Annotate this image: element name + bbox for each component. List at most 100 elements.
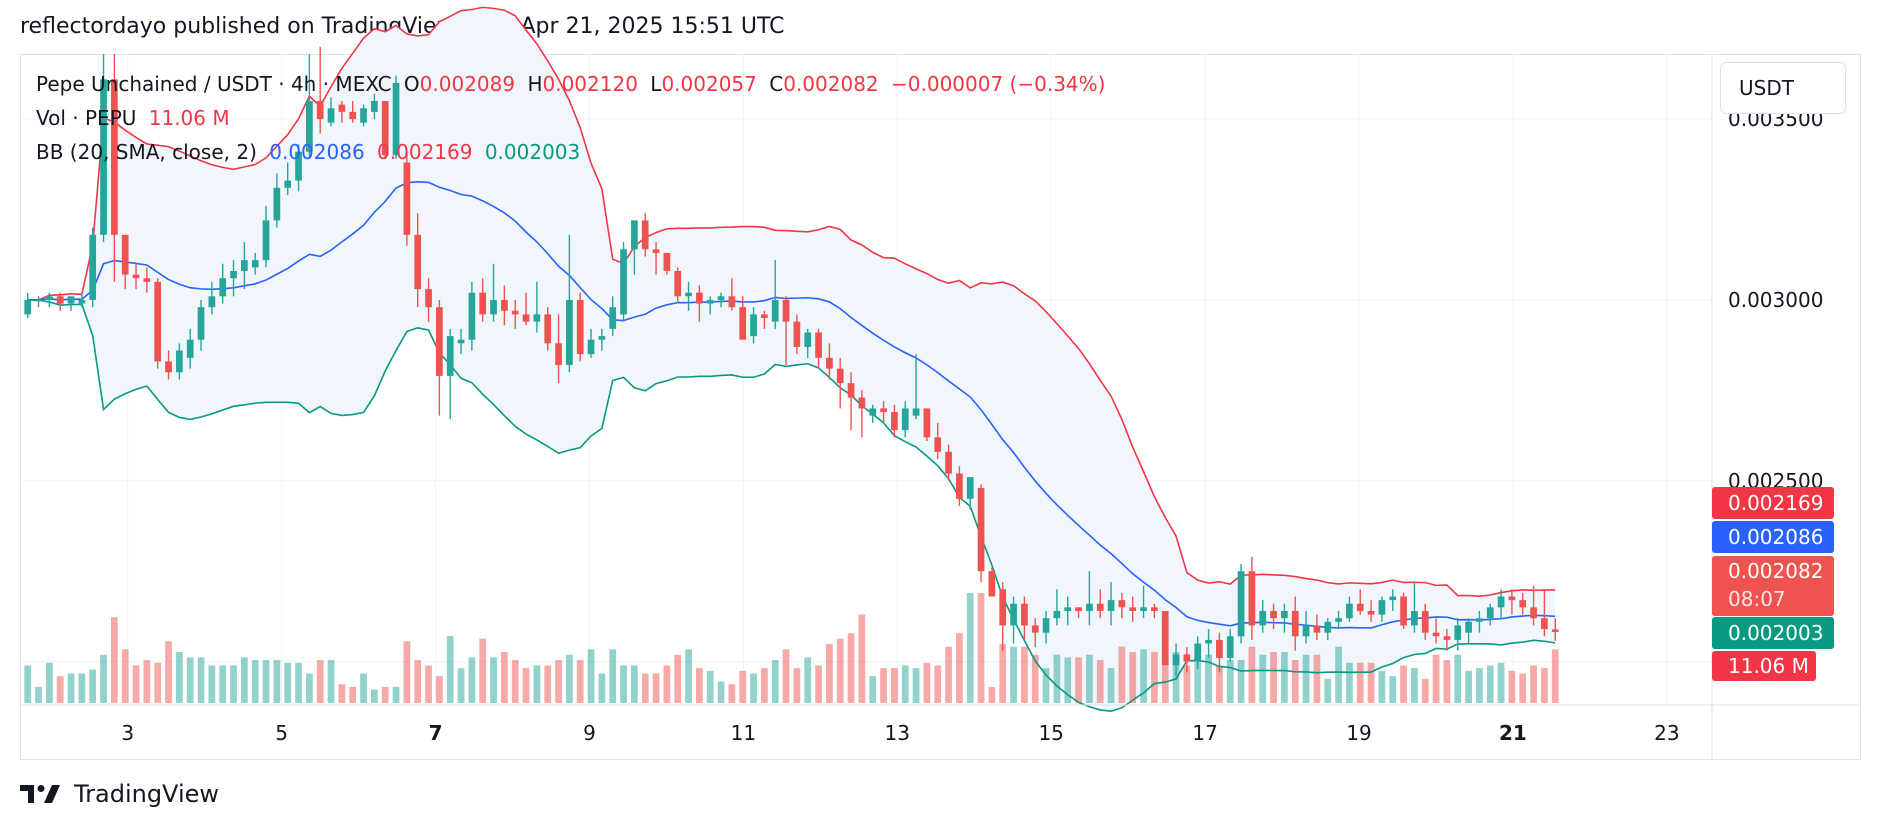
volume-bar (1053, 654, 1061, 703)
candle-body (1389, 596, 1397, 601)
candle-body (544, 314, 552, 344)
candle-body (1021, 603, 1028, 626)
candle-body (977, 488, 985, 572)
candle-body (1259, 610, 1267, 626)
bb-lower-value: 0.002003 (484, 140, 581, 164)
volume-bar (1064, 657, 1072, 703)
candle-body (674, 271, 682, 297)
volume-bar (533, 665, 541, 703)
volume-bar (327, 660, 335, 703)
volume-bar (652, 673, 660, 703)
volume-bar (685, 649, 692, 703)
volume-bar (631, 665, 638, 703)
candle-body (771, 299, 779, 322)
open-key: O (403, 72, 420, 96)
volume-bar (1248, 646, 1256, 703)
volume-bar (544, 665, 552, 703)
candle-body (609, 307, 617, 329)
volume-bar (1205, 654, 1212, 703)
high-key: H (527, 72, 543, 96)
legend-volume-row: Vol · PEPU 11.06 M (36, 106, 236, 130)
volume-bar (100, 654, 107, 703)
candle-body (35, 299, 42, 302)
time-tick-label: 21 (1499, 721, 1527, 745)
currency-button[interactable]: USDT (1720, 62, 1846, 114)
candle-body (89, 234, 97, 300)
symbol-title[interactable]: Pepe Unchained / USDT · 4h · MEXC (36, 72, 392, 96)
volume-bar (436, 676, 443, 703)
bb-label[interactable]: BB (20, SMA, close, 2) (36, 140, 257, 164)
volume-bar (1551, 649, 1559, 703)
candle-body (457, 339, 465, 344)
volume-bar (349, 686, 357, 703)
candle-body (826, 357, 833, 369)
candle-body (1151, 607, 1158, 611)
candle-body (1367, 610, 1375, 615)
candle-body (901, 408, 909, 431)
candle-body (1497, 596, 1505, 608)
candle-body (295, 151, 302, 181)
candle-body (934, 437, 942, 452)
volume-bar (1010, 646, 1017, 703)
legend-bb-row: BB (20, SMA, close, 2) 0.002086 0.002169… (36, 140, 586, 164)
volume-bar (761, 668, 768, 703)
volume-bar (89, 669, 97, 703)
candle-body (208, 296, 216, 308)
volume-bar (1216, 665, 1223, 703)
candle-body (327, 108, 335, 123)
candle-body (1216, 639, 1223, 658)
volume-bar (804, 657, 812, 703)
candle-body (1053, 610, 1061, 619)
volume-bar (847, 633, 855, 703)
volume-bar (674, 654, 682, 703)
volume-value: 11.06 M (148, 106, 230, 130)
candle-body (56, 296, 64, 304)
candle-body (945, 451, 952, 474)
volume-bar (598, 673, 606, 703)
volume-bar (1519, 673, 1527, 703)
volume-bar (56, 676, 64, 703)
volume-bar (815, 665, 822, 703)
candle-body (381, 101, 389, 156)
candle-body (739, 307, 747, 340)
candle-body (880, 408, 887, 413)
candle-body (306, 101, 313, 152)
volume-bar (208, 665, 216, 703)
close-value: 0.002082 (783, 72, 879, 96)
volume-bar (1237, 660, 1245, 703)
candle-body (371, 101, 378, 112)
time-tick-label: 11 (731, 721, 756, 745)
candle-body (1161, 610, 1169, 666)
volume-bar (1302, 654, 1310, 703)
candle-body (67, 296, 75, 304)
volume-bar (1021, 646, 1028, 703)
volume-label[interactable]: Vol · PEPU (36, 106, 137, 130)
volume-bar (1530, 665, 1537, 703)
volume-bar (78, 673, 86, 703)
volume-bar (1031, 654, 1039, 703)
volume-bar (945, 646, 952, 703)
volume-bar (295, 662, 302, 703)
bb-basis-value: 0.002086 (269, 140, 365, 164)
volume-bar (1226, 660, 1234, 703)
candle-body (576, 299, 584, 355)
volume-bar (1129, 652, 1137, 703)
volume-price-tag: 11.06 M (1712, 651, 1816, 681)
footer-brand[interactable]: TradingView (20, 780, 219, 808)
volume-bar (338, 684, 346, 703)
candle-body (761, 314, 768, 319)
candle-body (1042, 618, 1050, 633)
candle-body (490, 299, 497, 315)
volume-bar (1140, 649, 1147, 703)
candle-body (1118, 600, 1126, 608)
last-price-tag: 0.002082 08:07 (1712, 556, 1834, 616)
volume-bar (1096, 660, 1104, 703)
candle-body (1281, 610, 1288, 619)
volume-bar (555, 660, 562, 703)
time-tick-label: 15 (1038, 721, 1063, 745)
volume-bar (706, 670, 714, 703)
volume-bar (1443, 660, 1451, 703)
volume-bar (576, 660, 584, 703)
volume-bar (1378, 670, 1386, 703)
